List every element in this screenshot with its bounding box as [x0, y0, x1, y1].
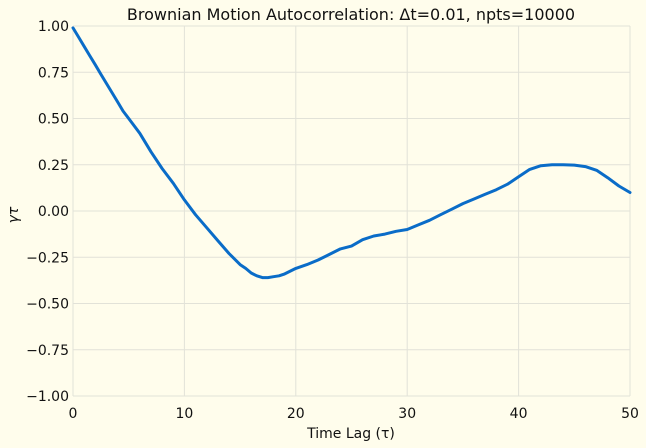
y-tick-label: 0.75 [38, 65, 69, 81]
x-tick-label: 20 [287, 406, 305, 422]
y-tick-label: −0.25 [26, 250, 69, 266]
x-tick-label: 30 [398, 406, 416, 422]
x-axis-ticks: 0 10 20 30 40 50 [69, 406, 639, 422]
x-tick-label: 50 [621, 406, 639, 422]
x-tick-label: 40 [510, 406, 528, 422]
y-tick-label: −1.00 [26, 389, 69, 405]
grid [72, 25, 631, 397]
autocorrelation-line [71, 26, 632, 280]
y-axis-label-text: γτ [6, 206, 22, 223]
x-tick-label: 0 [69, 406, 78, 422]
y-axis-ticks: −1.00 −0.75 −0.50 −0.25 0.00 0.25 0.50 0.75 1.00 [26, 19, 69, 405]
y-axis-label: γτ [6, 206, 22, 223]
y-tick-label: 0.50 [38, 112, 69, 128]
chart-title: Brownian Motion Autocorrelation: Δt=0.01… [127, 5, 575, 24]
plot-area [71, 26, 632, 280]
y-tick-label: 0.00 [38, 204, 69, 220]
y-tick-label: 1.00 [38, 19, 69, 35]
x-axis-label: Time Lag (τ) [306, 426, 395, 442]
y-tick-label: −0.50 [26, 297, 69, 313]
y-tick-label: 0.25 [38, 158, 69, 174]
x-tick-label: 10 [175, 406, 193, 422]
y-tick-label: −0.75 [26, 343, 69, 359]
